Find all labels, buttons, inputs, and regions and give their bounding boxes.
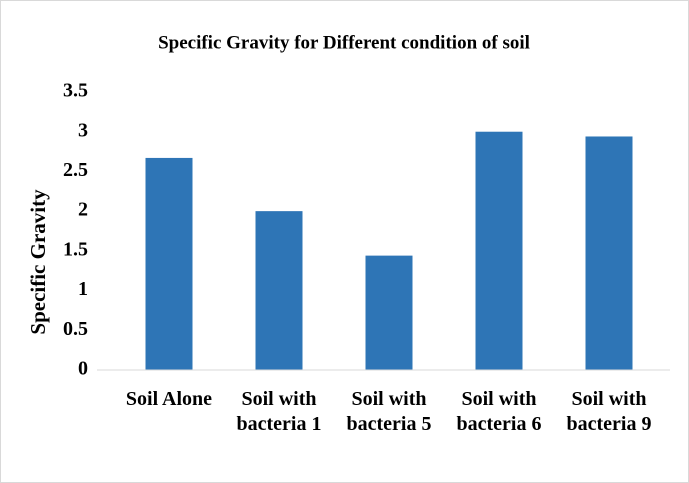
bar — [145, 157, 193, 370]
y-tick-label: 2 — [78, 199, 88, 221]
x-tick-label: Soil with bacteria 5 — [346, 388, 432, 435]
bar — [255, 211, 303, 370]
x-tick-label: Soil with bacteria 6 — [456, 388, 542, 435]
y-tick-label: 2.5 — [63, 159, 88, 181]
y-axis-label: Specific Gravity — [26, 189, 50, 335]
bar — [585, 136, 633, 370]
y-tick-label: 1.5 — [63, 238, 88, 260]
y-tick-label: 1 — [78, 278, 88, 300]
y-tick-label: 0 — [78, 358, 88, 380]
y-tick-label: 0.5 — [63, 318, 88, 340]
y-tick-label: 3 — [78, 119, 88, 141]
y-tick-label: 3.5 — [63, 80, 88, 102]
chart-title: Specific Gravity for Different condition… — [158, 32, 530, 53]
x-tick-label: Soil with bacteria 1 — [236, 388, 322, 435]
bar — [475, 131, 523, 370]
x-tick-label: Soil Alone — [125, 388, 213, 410]
x-tick-label: Soil with bacteria 9 — [566, 388, 652, 435]
bar — [365, 255, 413, 370]
